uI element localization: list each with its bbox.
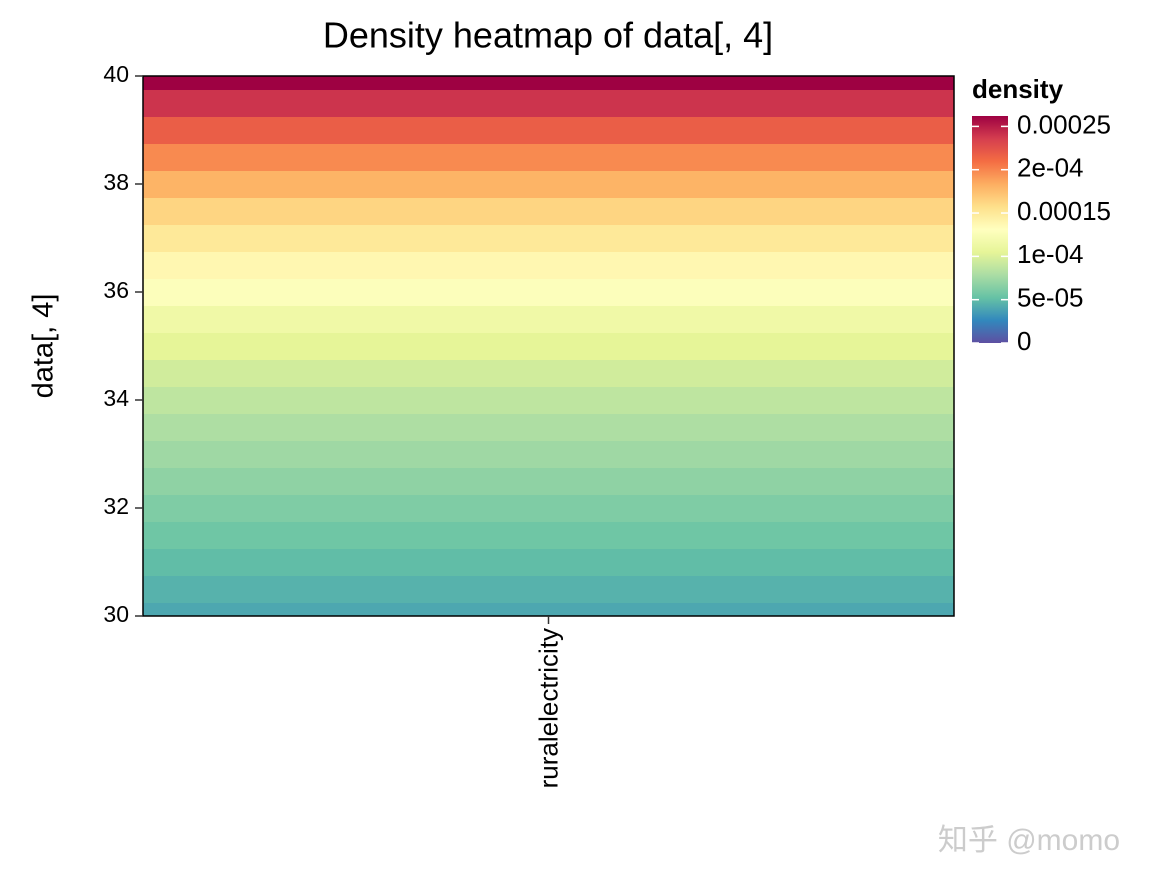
colorbar-tick-label: 0.00025 (1017, 109, 1111, 139)
colorbar-tick-label: 0 (1017, 326, 1031, 356)
y-tick-label: 38 (103, 169, 129, 195)
heat-cell (143, 440, 954, 468)
chart-title: Density heatmap of data[, 4] (323, 15, 773, 56)
heat-cell (143, 386, 954, 414)
heat-cell (143, 494, 954, 522)
heat-cell (143, 548, 954, 576)
y-tick-label: 34 (103, 385, 129, 411)
colorbar-tick-label: 1e-04 (1017, 239, 1084, 269)
heatmap (143, 76, 954, 616)
heat-cell (143, 575, 954, 603)
heat-cell (143, 76, 954, 90)
heat-cell (143, 305, 954, 333)
heat-cell (143, 89, 954, 117)
heat-cell (143, 278, 954, 306)
colorbar (972, 116, 1008, 343)
colorbar-tick-label: 5e-05 (1017, 283, 1084, 313)
heat-cell (143, 251, 954, 279)
heat-cell (143, 332, 954, 360)
heat-cell (143, 359, 954, 387)
watermark: 知乎 @momo (938, 824, 1120, 857)
colorbar-tick-label: 2e-04 (1017, 153, 1084, 183)
heat-cell (143, 143, 954, 171)
heat-cell (143, 467, 954, 495)
legend-title: density (972, 74, 1064, 104)
y-tick-label: 40 (103, 61, 129, 87)
colorbar-tick-label: 0.00015 (1017, 196, 1111, 226)
x-tick-label: ruralelectricity (533, 628, 563, 788)
heat-cell (143, 116, 954, 144)
heat-cell (143, 413, 954, 441)
heat-cell (143, 170, 954, 198)
y-tick-label: 36 (103, 277, 129, 303)
heat-cell (143, 602, 954, 616)
y-tick-label: 32 (103, 493, 129, 519)
heat-cell (143, 224, 954, 252)
heat-cell (143, 521, 954, 549)
heat-cell (143, 197, 954, 225)
y-axis-label: data[, 4] (28, 294, 60, 399)
y-tick-label: 30 (103, 601, 129, 627)
